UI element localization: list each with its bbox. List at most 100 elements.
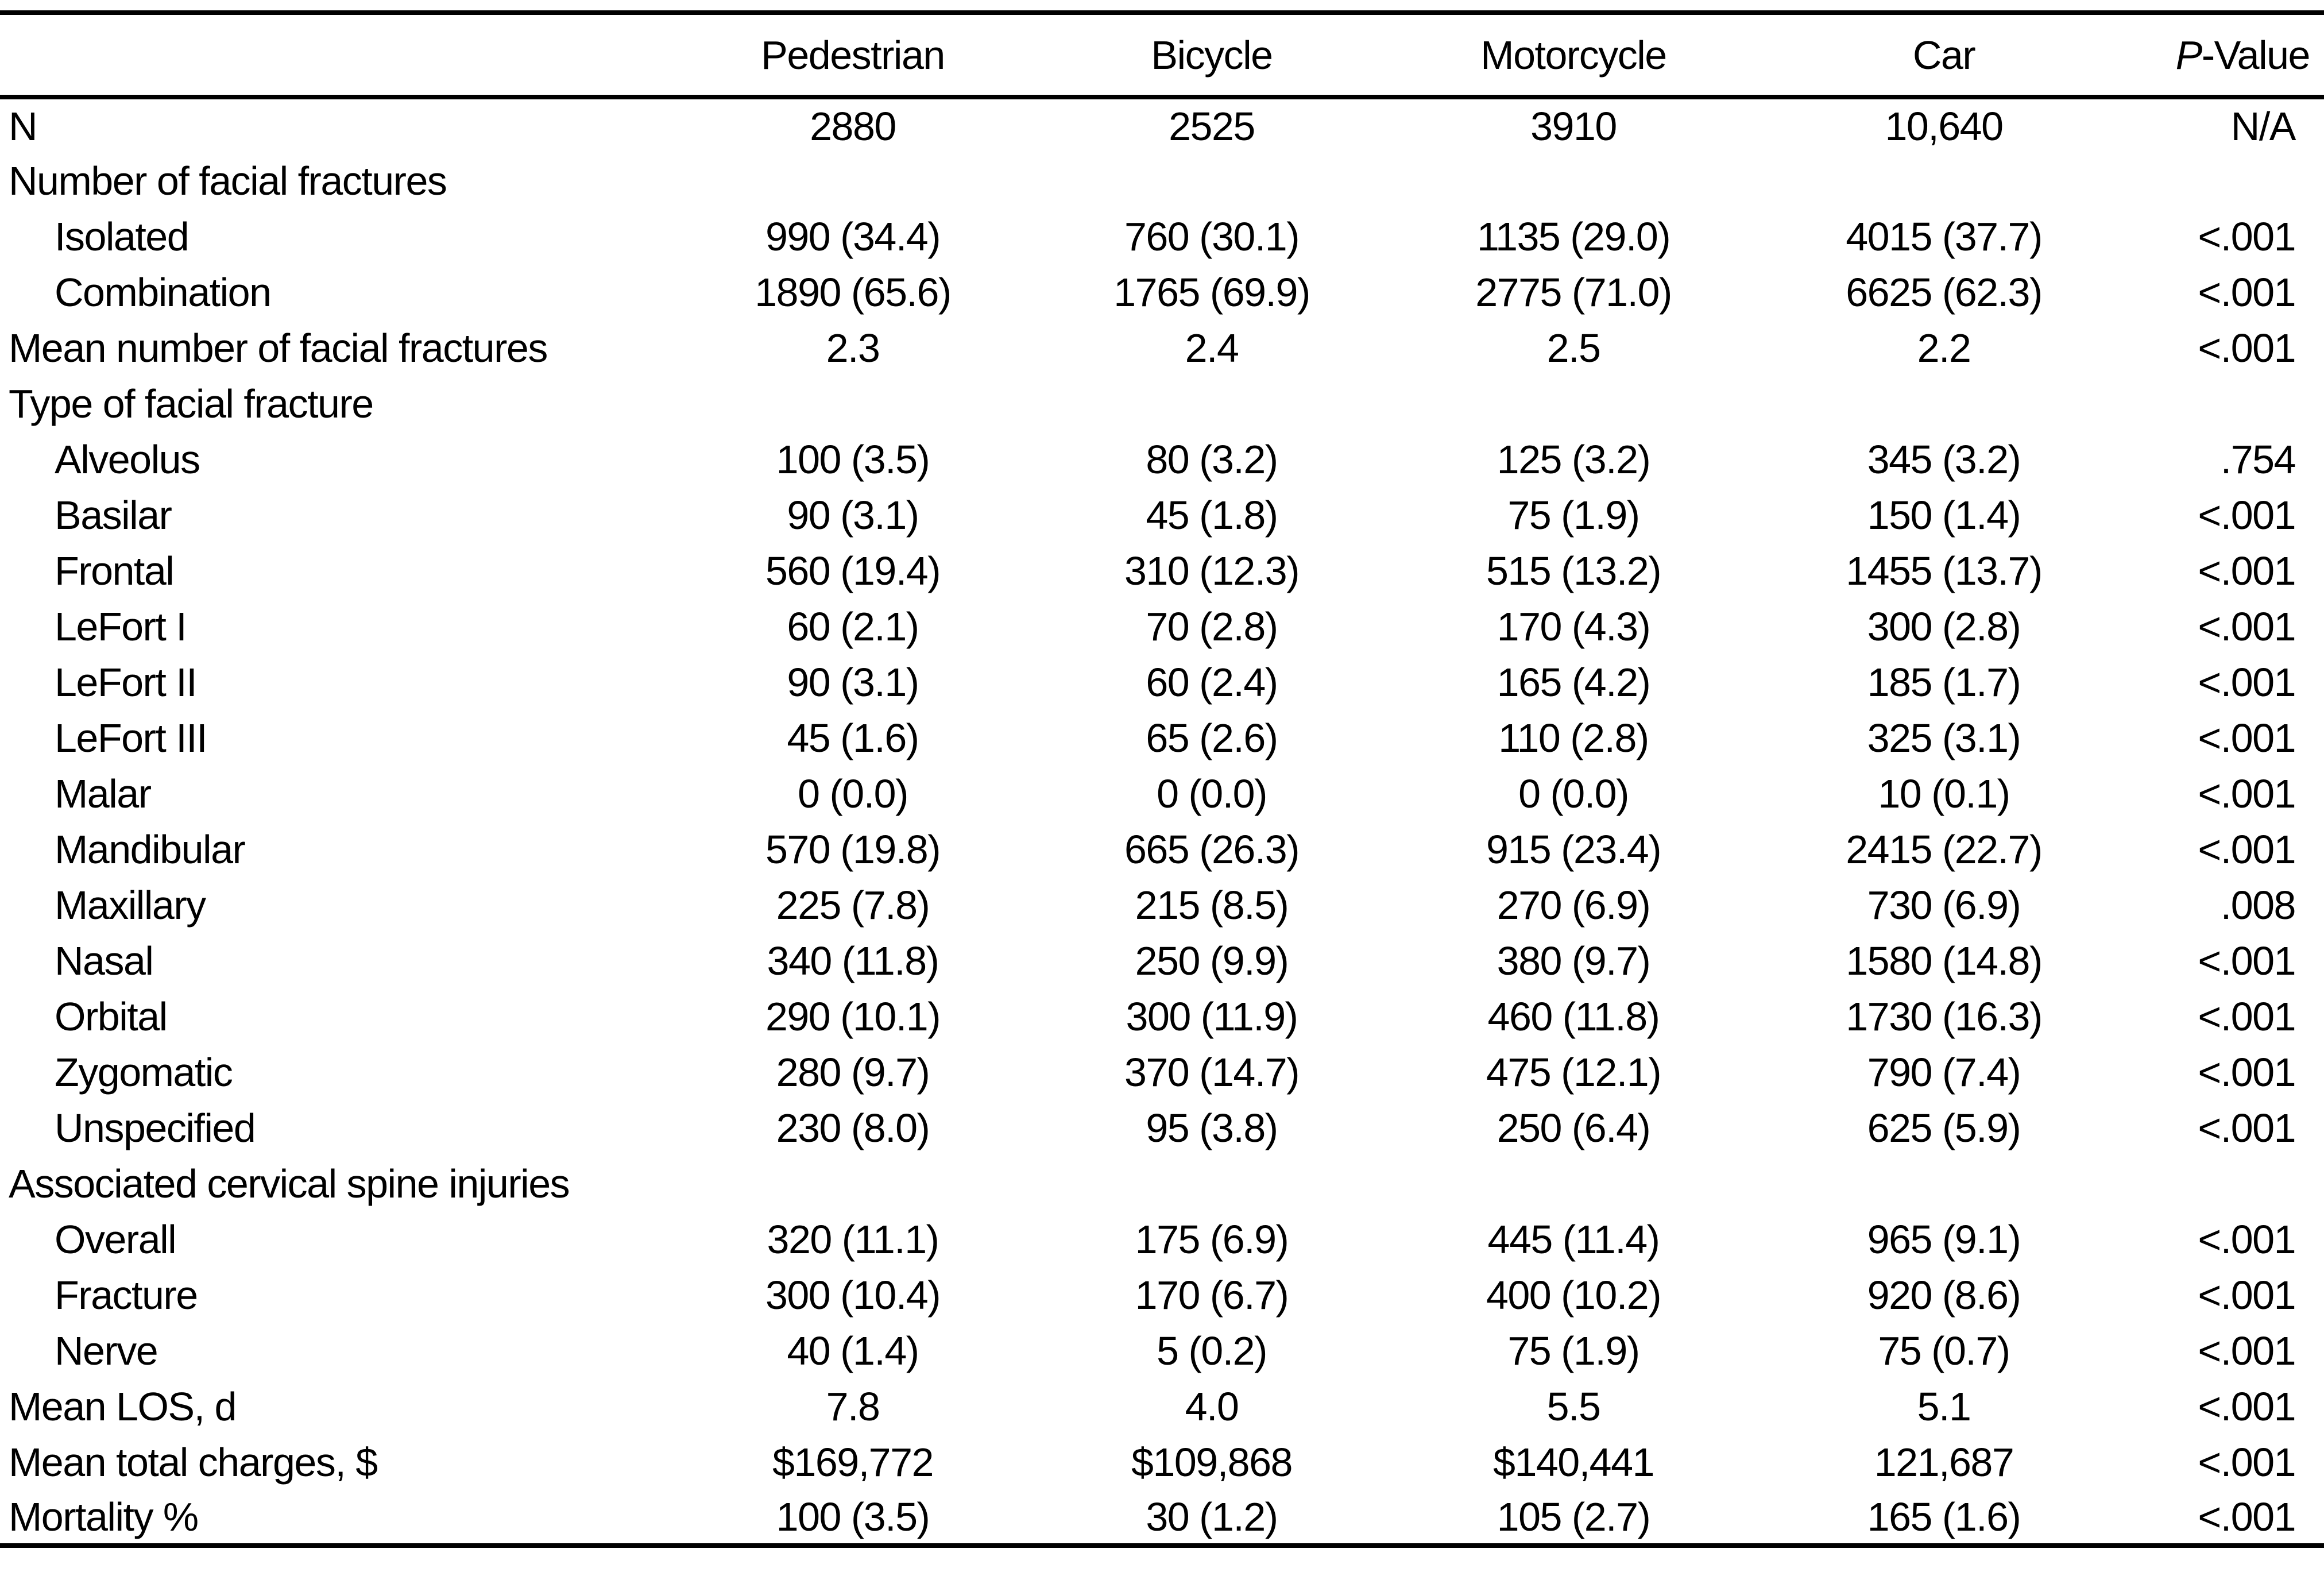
column-header-motorcycle: Motorcycle [1480, 32, 1667, 78]
cell-pedestrian: 100 (3.5) [776, 1494, 930, 1539]
table-row: Combination 1890 (65.6) 1765 (69.9) 2775… [0, 264, 2324, 320]
cell-pedestrian: 340 (11.8) [767, 938, 939, 983]
row-label: Associated cervical spine injuries [9, 1161, 570, 1206]
row-label: Overall [55, 1216, 177, 1262]
cell-bicycle: 300 (11.9) [1126, 994, 1298, 1039]
column-header-car: Car [1912, 32, 1976, 78]
cell-motorcycle: 75 (1.9) [1507, 1328, 1640, 1373]
cell-pedestrian: 0 (0.0) [798, 771, 908, 816]
row-label: N [9, 103, 38, 149]
column-header-blank [0, 13, 672, 97]
cell-car [1757, 376, 2130, 431]
cell-car: 730 (6.9) [1867, 882, 2021, 928]
cell-bicycle: 215 (8.5) [1135, 882, 1289, 928]
table-row: Mandibular 570 (19.8) 665 (26.3) 915 (23… [0, 821, 2324, 877]
cell-car: 965 (9.1) [1867, 1216, 2021, 1262]
cell-pedestrian: 300 (10.4) [765, 1272, 941, 1318]
facial-fracture-table: Pedestrian Bicycle Motorcycle Car P-Valu… [0, 10, 2324, 1548]
cell-motorcycle: 1135 (29.0) [1476, 214, 1671, 259]
cell-car: 5.1 [1917, 1384, 1971, 1429]
cell-car [1757, 153, 2130, 208]
cell-pedestrian: 560 (19.4) [765, 548, 941, 593]
pvalue-rest: -Value [2201, 32, 2311, 78]
cell-pvalue: <.001 [2198, 548, 2296, 593]
table-row: Overall 320 (11.1) 175 (6.9) 445 (11.4) … [0, 1211, 2324, 1267]
row-label: LeFort I [55, 604, 187, 649]
cell-car: 790 (7.4) [1867, 1049, 2021, 1095]
table-row: Alveolus 100 (3.5) 80 (3.2) 125 (3.2) 34… [0, 431, 2324, 487]
table-row: Malar 0 (0.0) 0 (0.0) 0 (0.0) 10 (0.1) <… [0, 766, 2324, 821]
cell-bicycle: 80 (3.2) [1146, 437, 1278, 482]
row-label: Number of facial fractures [9, 158, 447, 203]
cell-bicycle: 760 (30.1) [1124, 214, 1300, 259]
cell-motorcycle [1390, 1156, 1757, 1211]
row-label: LeFort III [55, 715, 208, 760]
cell-bicycle: 60 (2.4) [1146, 659, 1278, 705]
cell-bicycle: 175 (6.9) [1135, 1216, 1289, 1262]
cell-pvalue: <.001 [2198, 1049, 2296, 1095]
cell-car: 4015 (37.7) [1846, 214, 2043, 259]
cell-motorcycle [1390, 376, 1757, 431]
row-label: Mean number of facial fractures [9, 325, 548, 370]
row-label: Alveolus [55, 437, 200, 482]
cell-pedestrian [672, 1156, 1034, 1211]
cell-pedestrian: 2.3 [826, 325, 880, 370]
column-header-pedestrian: Pedestrian [761, 32, 945, 78]
cell-motorcycle: 380 (9.7) [1497, 938, 1651, 983]
cell-motorcycle: 0 (0.0) [1518, 771, 1629, 816]
cell-bicycle [1034, 376, 1390, 431]
cell-bicycle: 310 (12.3) [1124, 548, 1300, 593]
cell-pvalue: <.001 [2198, 994, 2296, 1039]
cell-bicycle: 665 (26.3) [1124, 826, 1300, 872]
cell-pvalue: <.001 [2198, 659, 2296, 705]
cell-pvalue: <.001 [2198, 1105, 2296, 1150]
cell-car: 150 (1.4) [1867, 492, 2021, 538]
cell-pedestrian: 990 (34.4) [765, 214, 941, 259]
cell-pedestrian: 570 (19.8) [765, 826, 941, 872]
cell-motorcycle: 445 (11.4) [1487, 1216, 1660, 1262]
table-row: Basilar 90 (3.1) 45 (1.8) 75 (1.9) 150 (… [0, 487, 2324, 543]
table-row: Zygomatic 280 (9.7) 370 (14.7) 475 (12.1… [0, 1044, 2324, 1100]
table-row: Nasal 340 (11.8) 250 (9.9) 380 (9.7) 158… [0, 933, 2324, 988]
cell-pedestrian: $169,772 [772, 1439, 934, 1485]
cell-bicycle: 65 (2.6) [1146, 715, 1278, 760]
cell-pvalue: <.001 [2198, 1272, 2296, 1318]
cell-motorcycle: 400 (10.2) [1486, 1272, 1662, 1318]
row-label: Unspecified [55, 1105, 256, 1150]
table-row: Mortality % 100 (3.5) 30 (1.2) 105 (2.7)… [0, 1490, 2324, 1546]
cell-motorcycle: 110 (2.8) [1498, 715, 1649, 760]
table-row: LeFort II 90 (3.1) 60 (2.4) 165 (4.2) 18… [0, 654, 2324, 710]
cell-car: 920 (8.6) [1867, 1272, 2021, 1318]
cell-motorcycle: 460 (11.8) [1487, 994, 1660, 1039]
cell-bicycle [1034, 1156, 1390, 1211]
cell-motorcycle: 270 (6.9) [1497, 882, 1651, 928]
cell-motorcycle: $140,441 [1493, 1439, 1654, 1485]
table-row: Maxillary 225 (7.8) 215 (8.5) 270 (6.9) … [0, 877, 2324, 933]
table-row: N 2880 2525 3910 10,640 N/A [0, 97, 2324, 153]
cell-pvalue: <.001 [2198, 1216, 2296, 1262]
cell-bicycle: 1765 (69.9) [1113, 269, 1310, 315]
cell-pedestrian [672, 153, 1034, 208]
cell-pvalue: <.001 [2198, 1328, 2296, 1373]
cell-pvalue: N/A [2230, 103, 2296, 149]
cell-car: 185 (1.7) [1867, 659, 2021, 705]
cell-pvalue: .754 [2220, 437, 2296, 482]
cell-pvalue: <.001 [2198, 1439, 2296, 1485]
cell-bicycle [1034, 153, 1390, 208]
row-label: Nasal [55, 938, 154, 983]
cell-car: 165 (1.6) [1867, 1494, 2021, 1539]
table-row: Mean LOS, d 7.8 4.0 5.5 5.1 <.001 [0, 1378, 2324, 1434]
row-label: Type of facial fracture [9, 381, 374, 426]
table-row: Mean number of facial fractures 2.3 2.4 … [0, 320, 2324, 376]
cell-motorcycle: 475 (12.1) [1486, 1049, 1662, 1095]
cell-motorcycle: 250 (6.4) [1497, 1105, 1651, 1150]
table-row: Isolated 990 (34.4) 760 (30.1) 1135 (29.… [0, 208, 2324, 264]
cell-pvalue: <.001 [2198, 826, 2296, 872]
row-label: Basilar [55, 492, 172, 538]
cell-pvalue [2130, 1156, 2324, 1211]
row-label: Mandibular [55, 826, 246, 872]
cell-bicycle: 0 (0.0) [1157, 771, 1267, 816]
cell-pedestrian: 320 (11.1) [767, 1216, 939, 1262]
cell-motorcycle: 515 (13.2) [1486, 548, 1662, 593]
row-label: Isolated [55, 214, 190, 259]
